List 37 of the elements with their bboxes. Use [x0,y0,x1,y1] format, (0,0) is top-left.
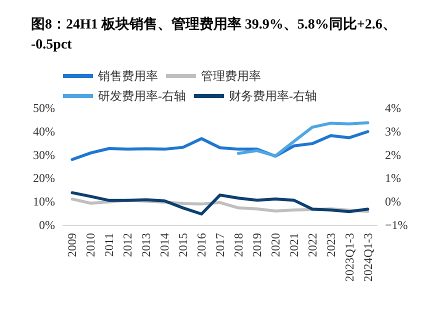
legend-label: 销售费用率 [97,69,158,83]
x-tick-label: 2023Q1-3 [342,233,356,282]
y-tick-label: 30% [33,148,55,162]
y2-tick-label: 3% [385,124,401,138]
x-tick-label: 2018 [231,233,246,257]
x-tick-label: 2019 [250,233,264,257]
legend-label: 财务费用率-右轴 [228,89,317,103]
x-tick-label: 2014 [158,233,172,257]
y2-tick-label: 0% [385,194,401,209]
y-tick-label: 40% [33,124,55,138]
x-tick-label: 2015 [176,233,190,257]
x-tick-label: 2011 [102,233,116,257]
y-tick-label: 0% [39,218,55,232]
x-tick-label: 2023 [324,233,338,257]
chart-title: 图8：24H1 板块销售、管理费用率 39.9%、5.8%同比+2.6、-0.5pct [31,16,396,52]
line-series [70,191,370,216]
line-series [236,121,370,158]
y2-tick-label: 1% [385,171,401,186]
x-tick-label: 2024Q1-3 [360,233,375,282]
y2-tick-label: 2% [385,148,401,162]
x-tick-label: 2020 [268,233,282,257]
line-series [70,130,370,161]
y2-tick-label: −1% [385,218,408,232]
x-tick-label: 2021 [286,233,301,257]
legend-label: 管理费用率 [201,69,261,83]
y2-tick-label: 4% [385,101,401,115]
x-tick-label: 2013 [139,233,154,257]
x-tick-label: 2017 [213,233,227,257]
x-tick-label: 2010 [84,233,98,257]
x-tick-label: 2016 [194,233,209,257]
y-tick-label: 20% [33,171,55,186]
legend-label: 研发费用率-右轴 [98,89,186,103]
y-tick-label: 50% [33,101,55,115]
x-tick-label: 2022 [305,233,320,257]
y-tick-label: 10% [33,194,55,209]
x-tick-label: 2009 [65,233,80,257]
x-tick-label: 2012 [120,233,135,257]
